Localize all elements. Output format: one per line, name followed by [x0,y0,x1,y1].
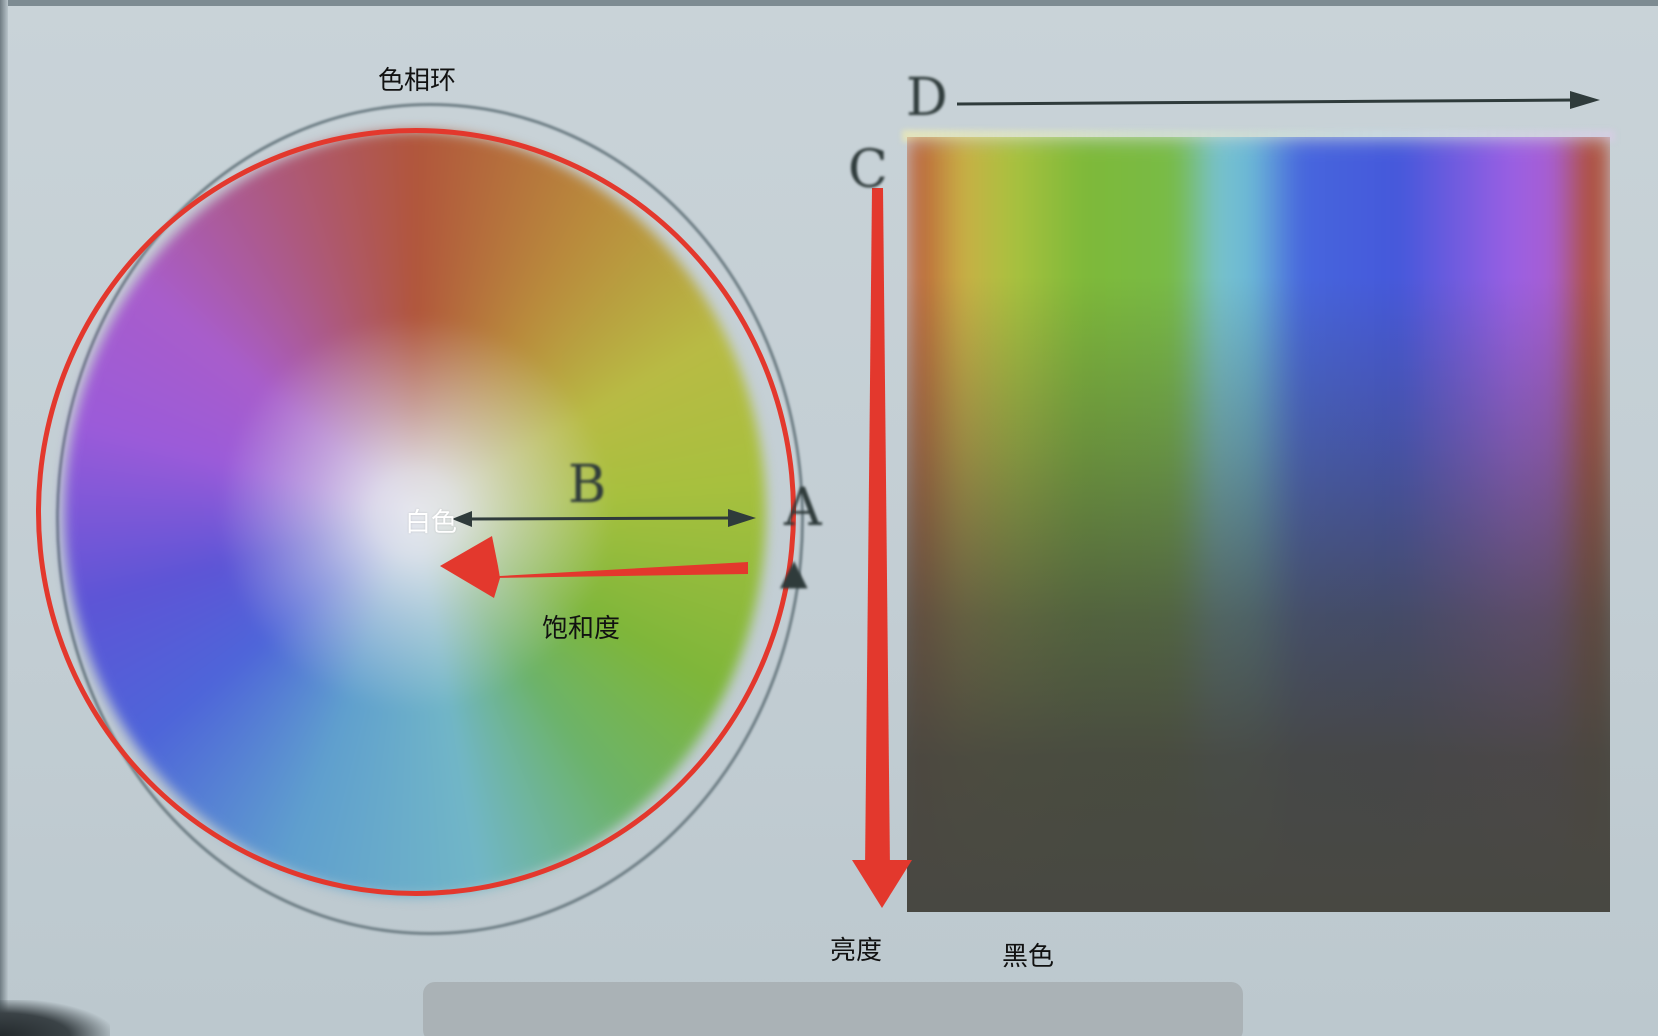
saturation-label: 饱和度 [542,614,621,644]
d-axis-arrowhead [1570,91,1600,109]
hue-ring-label: 色相环 [378,66,457,96]
white-label: 白色 [405,508,458,538]
letter-b: B [568,455,607,515]
brightness-arrow-head [852,860,912,908]
b-axis-arrowhead-right [728,509,756,527]
hue-ring-annotation-circle [36,128,796,896]
brightness-label: 亮度 [830,936,883,966]
screen-left-edge [0,0,8,1036]
screen-top-edge [0,0,1658,6]
bottom-caption-bar [423,982,1243,1036]
letter-d: D [906,68,948,128]
saturation-arrow-shaft [492,562,748,578]
d-axis-line [956,98,1576,106]
b-axis-arrowhead-left [452,511,472,527]
hue-brightness-spectrum [907,137,1610,912]
black-label: 黑色 [1002,942,1055,972]
spectrum-brightness-gradient [907,137,1610,912]
screen-bottom-corner [0,1000,110,1036]
brightness-arrow-shaft [865,188,890,870]
letter-a: A [784,478,822,538]
letter-a-lower: ▲ [780,552,808,593]
b-axis-line [461,516,733,521]
saturation-arrow-head [440,536,500,598]
letter-c: C [848,140,888,200]
